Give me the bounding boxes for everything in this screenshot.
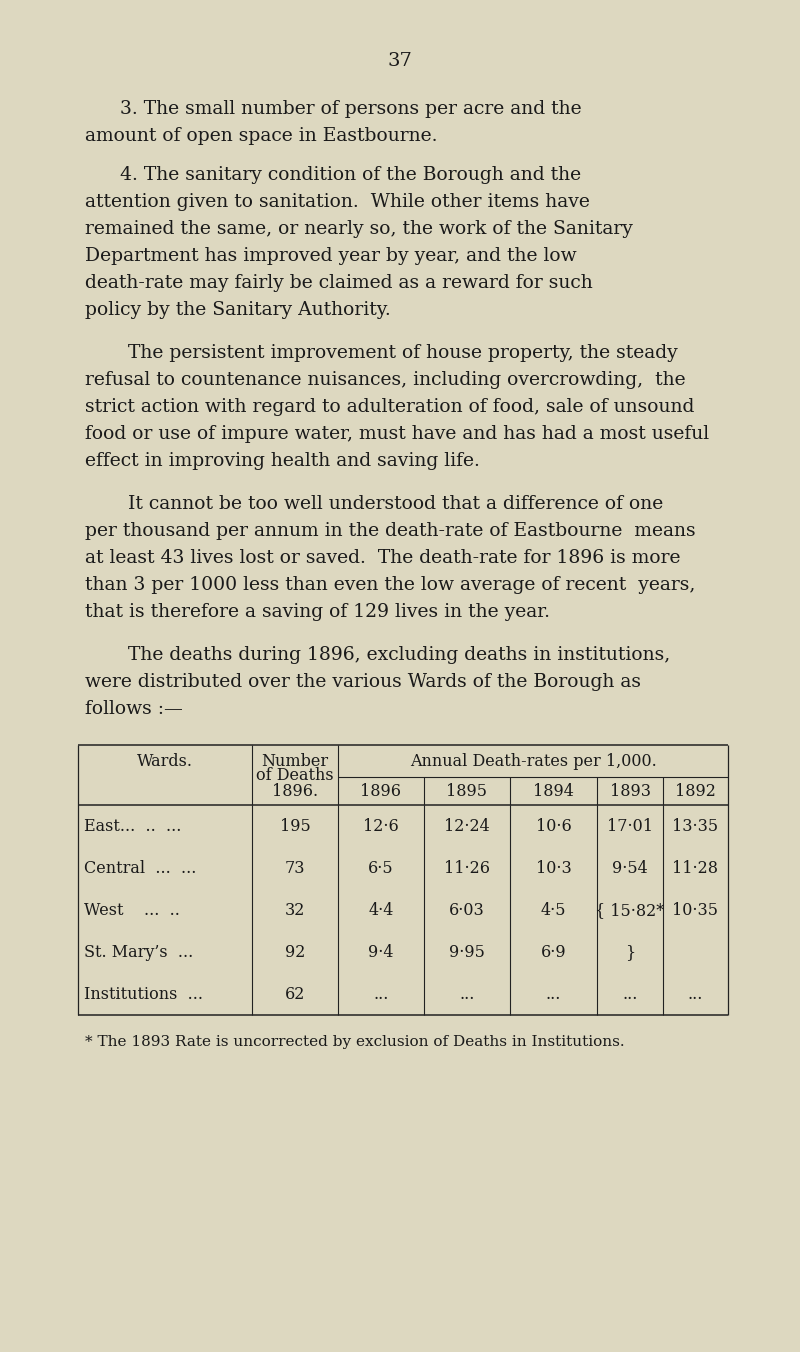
Text: 11·28: 11·28 (673, 860, 718, 877)
Text: 13·35: 13·35 (673, 818, 718, 836)
Text: ...: ... (546, 986, 561, 1003)
Text: 6·9: 6·9 (541, 944, 566, 961)
Text: 12·24: 12·24 (444, 818, 490, 836)
Text: Wards.: Wards. (137, 753, 193, 771)
Text: 9·54: 9·54 (612, 860, 648, 877)
Text: }: } (625, 944, 635, 961)
Text: remained the same, or nearly so, the work of the Sanitary: remained the same, or nearly so, the wor… (85, 220, 633, 238)
Text: 9·4: 9·4 (368, 944, 394, 961)
Text: East...  ..  ...: East... .. ... (84, 818, 182, 836)
Text: that is therefore a saving of 129 lives in the year.: that is therefore a saving of 129 lives … (85, 603, 550, 621)
Text: It cannot be too well understood that a difference of one: It cannot be too well understood that a … (128, 495, 663, 512)
Text: 1893: 1893 (610, 783, 650, 800)
Text: per thousand per annum in the death-rate of Eastbourne  means: per thousand per annum in the death-rate… (85, 522, 696, 539)
Text: refusal to countenance nuisances, including overcrowding,  the: refusal to countenance nuisances, includ… (85, 370, 686, 389)
Text: 10·35: 10·35 (673, 902, 718, 919)
Text: death-rate may fairly be claimed as a reward for such: death-rate may fairly be claimed as a re… (85, 274, 593, 292)
Text: 1892: 1892 (675, 783, 716, 800)
Text: 3. The small number of persons per acre and the: 3. The small number of persons per acre … (120, 100, 582, 118)
Text: food or use of impure water, must have and has had a most useful: food or use of impure water, must have a… (85, 425, 709, 443)
Text: ...: ... (374, 986, 389, 1003)
Text: 10·3: 10·3 (536, 860, 571, 877)
Text: * The 1893 Rate is uncorrected by exclusion of Deaths in Institutions.: * The 1893 Rate is uncorrected by exclus… (85, 1036, 625, 1049)
Text: Annual Death-rates per 1,000.: Annual Death-rates per 1,000. (410, 753, 656, 771)
Text: attention given to sanitation.  While other items have: attention given to sanitation. While oth… (85, 193, 590, 211)
Text: The persistent improvement of house property, the steady: The persistent improvement of house prop… (128, 343, 678, 362)
Text: 9·95: 9·95 (449, 944, 485, 961)
Text: St. Mary’s  ...: St. Mary’s ... (84, 944, 194, 961)
Text: 195: 195 (280, 818, 310, 836)
Text: 6·03: 6·03 (449, 902, 485, 919)
Text: ...: ... (622, 986, 638, 1003)
Text: 4. The sanitary condition of the Borough and the: 4. The sanitary condition of the Borough… (120, 166, 581, 184)
Text: follows :—: follows :— (85, 700, 183, 718)
Text: 62: 62 (285, 986, 305, 1003)
Text: ...: ... (459, 986, 474, 1003)
Text: than 3 per 1000 less than even the low average of recent  years,: than 3 per 1000 less than even the low a… (85, 576, 695, 594)
Text: Department has improved year by year, and the low: Department has improved year by year, an… (85, 247, 577, 265)
Text: 37: 37 (387, 51, 413, 70)
Text: 4·4: 4·4 (368, 902, 394, 919)
Text: ...: ... (688, 986, 703, 1003)
Text: { 15·82*: { 15·82* (595, 902, 665, 919)
Text: 11·26: 11·26 (444, 860, 490, 877)
Text: were distributed over the various Wards of the Borough as: were distributed over the various Wards … (85, 673, 641, 691)
Text: 17·01: 17·01 (607, 818, 653, 836)
Text: policy by the Sanitary Authority.: policy by the Sanitary Authority. (85, 301, 390, 319)
Text: 12·6: 12·6 (363, 818, 399, 836)
Text: 73: 73 (285, 860, 306, 877)
Text: effect in improving health and saving life.: effect in improving health and saving li… (85, 452, 480, 470)
Text: West    ...  ..: West ... .. (84, 902, 180, 919)
Text: 4·5: 4·5 (541, 902, 566, 919)
Text: 1895: 1895 (446, 783, 487, 800)
Text: strict action with regard to adulteration of food, sale of unsound: strict action with regard to adulteratio… (85, 397, 694, 416)
Text: 1894: 1894 (533, 783, 574, 800)
Text: Institutions  ...: Institutions ... (84, 986, 203, 1003)
Text: amount of open space in Eastbourne.: amount of open space in Eastbourne. (85, 127, 438, 145)
Text: The deaths during 1896, excluding deaths in institutions,: The deaths during 1896, excluding deaths… (128, 646, 670, 664)
Text: 92: 92 (285, 944, 305, 961)
Text: Central  ...  ...: Central ... ... (84, 860, 196, 877)
Text: of Deaths: of Deaths (256, 767, 334, 784)
Text: 6·5: 6·5 (368, 860, 394, 877)
Text: 1896.: 1896. (272, 783, 318, 800)
Text: 1896: 1896 (361, 783, 402, 800)
Text: at least 43 lives lost or saved.  The death-rate for 1896 is more: at least 43 lives lost or saved. The dea… (85, 549, 681, 566)
Text: Number: Number (262, 753, 329, 771)
Text: 32: 32 (285, 902, 305, 919)
Text: 10·6: 10·6 (536, 818, 571, 836)
